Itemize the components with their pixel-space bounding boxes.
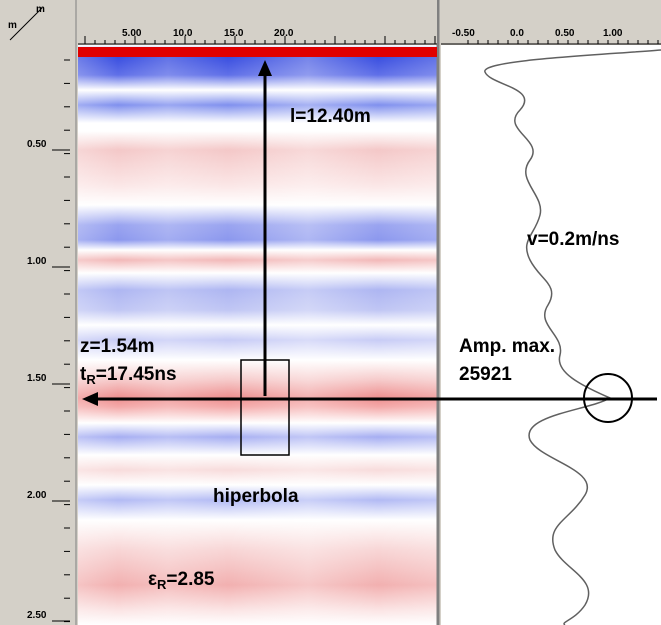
hyperbola-box — [240, 359, 290, 456]
trace-waveform — [484, 49, 661, 625]
permittivity-value: =2.85 — [166, 569, 215, 590]
unit-divider — [9, 7, 43, 41]
arrow-head — [82, 392, 98, 406]
trace-tick-label: 0.50 — [555, 28, 575, 39]
velocity-label: v=0.2m/ns — [527, 229, 619, 250]
radargram-image — [78, 45, 437, 625]
unit-top: m — [36, 4, 45, 15]
trace-panel — [441, 45, 661, 625]
amp-circle — [583, 373, 633, 423]
hyperbola-label: hiperbola — [213, 486, 299, 507]
y-tick-label: 1.50 — [27, 373, 47, 384]
amp-label: Amp. max. — [459, 336, 555, 357]
permittivity-symbol: ε — [148, 569, 157, 590]
time-label: tR=17.45ns — [80, 364, 177, 387]
surface-bar — [78, 47, 437, 57]
time-value: =17.45ns — [96, 364, 177, 385]
trace-tick-label: -0.50 — [452, 28, 475, 39]
y-tick-label: 1.00 — [27, 256, 47, 267]
time-symbol: t — [80, 364, 87, 385]
x-tick-label: 10.0 — [173, 28, 193, 39]
time-subscript: R — [86, 372, 96, 387]
distance-label: l=12.40m — [290, 106, 371, 127]
x-tick-label: 15.0 — [224, 28, 244, 39]
ruler-ticks — [52, 36, 659, 623]
y-tick-label: 0.50 — [27, 139, 47, 150]
y-tick-label: 2.00 — [27, 490, 47, 501]
trace-tick-label: 1.00 — [603, 28, 623, 39]
y-tick-label: 2.50 — [27, 610, 47, 621]
trace-tick-label: 0.0 — [510, 28, 524, 39]
ruler — [78, 0, 437, 45]
permittivity-subscript: R — [157, 577, 167, 592]
amp-value: 25921 — [459, 364, 512, 385]
ruler — [441, 0, 661, 45]
arrow-head — [258, 60, 272, 76]
x-tick-label: 5.00 — [122, 28, 142, 39]
permittivity-label: εR=2.85 — [148, 569, 215, 592]
depth-label: z=1.54m — [80, 336, 154, 357]
unit-bottom: m — [8, 20, 17, 31]
x-tick-label: 20.0 — [274, 28, 294, 39]
